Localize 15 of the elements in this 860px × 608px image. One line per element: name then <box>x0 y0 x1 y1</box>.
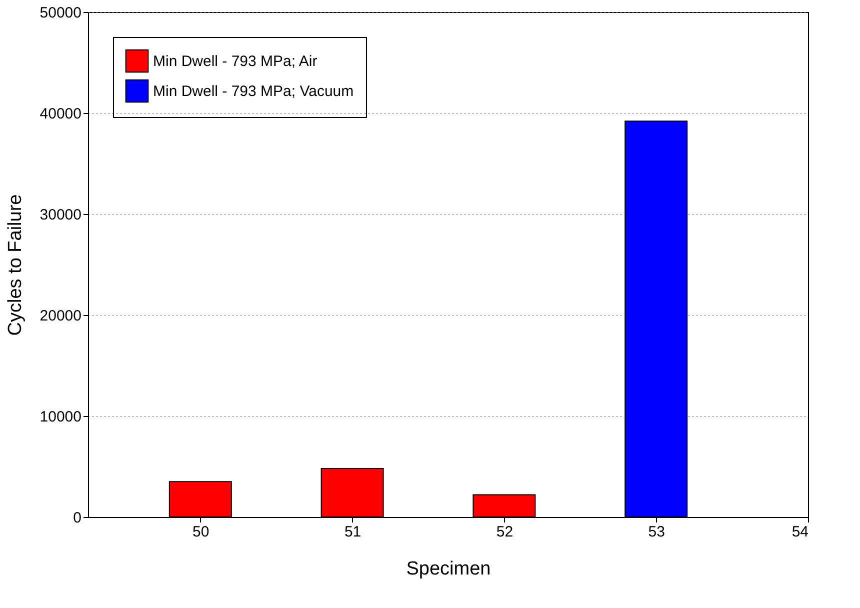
x-tick-label: 53 <box>648 524 665 540</box>
y-tick-label: 50000 <box>40 4 82 22</box>
legend-label: Min Dwell - 793 MPa; Air <box>153 53 318 70</box>
y-tick-label: 0 <box>73 510 82 526</box>
x-tick-label: 52 <box>496 524 514 540</box>
legend-label: Min Dwell - 793 MPa; Vacuum <box>153 83 354 100</box>
y-axis-title: Cycles to Failure <box>4 194 26 336</box>
y-tick-label: 20000 <box>40 308 82 324</box>
x-tick-label: 54 <box>792 524 808 540</box>
x-tick-label: 50 <box>192 524 210 540</box>
x-tick-label: 51 <box>344 524 362 540</box>
y-tick-label: 40000 <box>40 106 82 122</box>
x-axis-title: Specimen <box>406 558 491 580</box>
y-tick-label: 30000 <box>40 206 82 224</box>
y-tick-label: 10000 <box>40 408 82 426</box>
